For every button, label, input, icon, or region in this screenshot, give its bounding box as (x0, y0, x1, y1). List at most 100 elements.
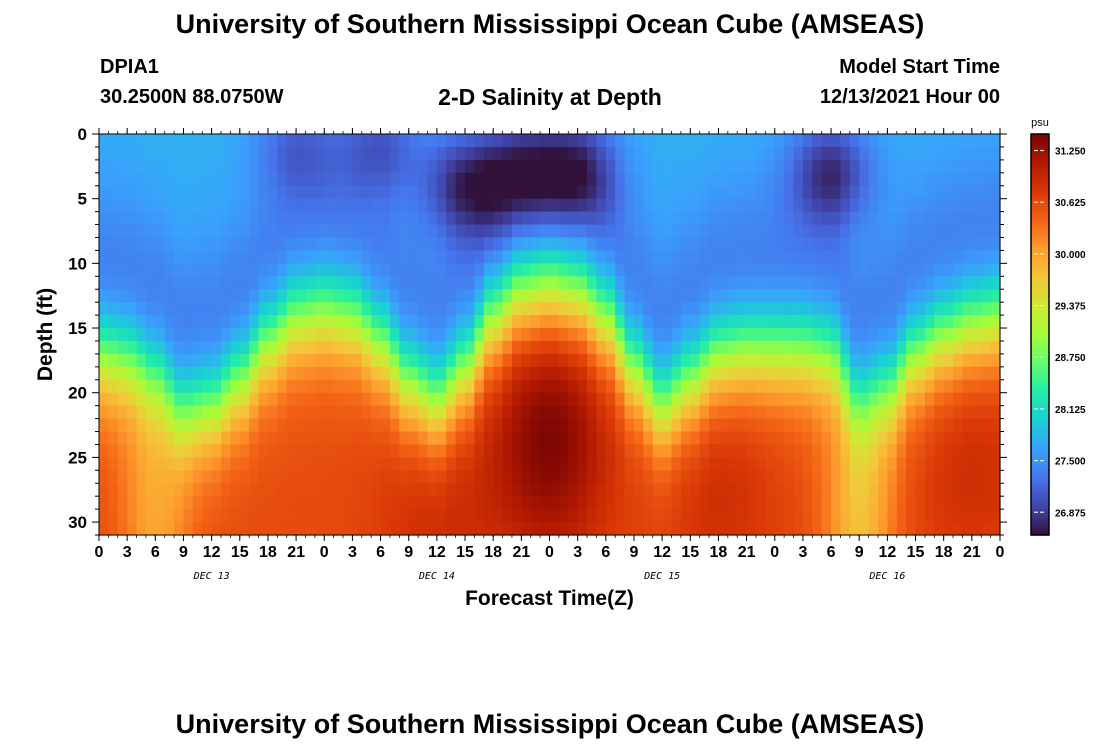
heatmap-cell (718, 353, 729, 368)
heatmap-cell (446, 509, 457, 523)
heatmap-cell (511, 418, 522, 433)
heatmap-cell (821, 353, 832, 368)
heatmap-cell (868, 470, 879, 484)
heatmap-cell (718, 457, 729, 471)
heatmap-cell (755, 302, 766, 316)
heatmap-cell (361, 159, 372, 174)
heatmap-cell (802, 483, 813, 497)
heatmap-cell (615, 159, 626, 174)
heatmap-cell (183, 444, 194, 458)
heatmap-cell (906, 263, 917, 277)
heatmap-cell (568, 366, 579, 381)
heatmap-cell (239, 289, 250, 303)
heatmap-cell (267, 340, 278, 355)
heatmap-cell (887, 146, 898, 161)
heatmap-cell (230, 353, 241, 368)
heatmap-cell (136, 159, 147, 174)
heatmap-cell (680, 328, 691, 342)
heatmap-cell (436, 496, 447, 510)
heatmap-cell (521, 146, 532, 161)
heatmap-cell (765, 134, 776, 148)
heatmap-cell (455, 315, 466, 329)
heatmap-cell (230, 185, 241, 200)
heatmap-cell (774, 134, 785, 148)
heatmap-cell (305, 211, 316, 226)
heatmap-cell (981, 340, 992, 355)
heatmap-cell (915, 289, 926, 303)
heatmap-cell (549, 237, 560, 252)
heatmap-cell (502, 237, 513, 252)
heatmap-cell (493, 379, 504, 394)
heatmap-cell (596, 353, 607, 368)
colorbar-segment (1031, 240, 1049, 245)
heatmap-cell (812, 159, 823, 174)
heatmap-cell (802, 289, 813, 303)
heatmap-cell (296, 353, 307, 368)
heatmap-cell (774, 522, 785, 536)
heatmap-cell (568, 198, 579, 213)
heatmap-cell (164, 509, 175, 523)
heatmap-cell (652, 263, 663, 277)
heatmap-cell (784, 315, 795, 329)
heatmap-cell (680, 366, 691, 381)
heatmap-cell (239, 470, 250, 484)
heatmap-cell (511, 353, 522, 368)
heatmap-cell (211, 379, 222, 394)
heatmap-cell (296, 211, 307, 226)
heatmap-cell (662, 340, 673, 355)
heatmap-cell (221, 198, 231, 213)
heatmap-cell (117, 522, 128, 536)
heatmap-cell (333, 340, 344, 355)
colorbar-segment (1031, 404, 1049, 409)
heatmap-cell (277, 444, 288, 458)
heatmap-cell (784, 211, 795, 226)
heatmap-cell (465, 211, 476, 226)
colorbar-segment (1031, 414, 1049, 419)
heatmap-cell (333, 198, 344, 213)
colorbar-segment (1031, 488, 1049, 493)
heatmap-cell (108, 444, 119, 458)
heatmap-cell (680, 276, 691, 290)
heatmap-cell (192, 315, 203, 329)
heatmap-cell (709, 237, 720, 252)
heatmap-cell (474, 405, 485, 420)
heatmap-cell (624, 224, 635, 239)
heatmap-cell (671, 237, 682, 252)
heatmap-cell (455, 134, 466, 148)
heatmap-cell (99, 315, 109, 329)
heatmap-cell (540, 496, 551, 510)
heatmap-cell (352, 302, 363, 316)
heatmap-cell (202, 172, 213, 187)
heatmap-cell (483, 185, 494, 200)
heatmap-cell (399, 276, 410, 290)
heatmap-cell (680, 263, 691, 277)
heatmap-cell (108, 418, 119, 433)
heatmap-cell (389, 159, 400, 174)
heatmap-cell (924, 134, 935, 148)
heatmap-cell (943, 366, 954, 381)
heatmap-cell (465, 134, 476, 148)
heatmap-cell (99, 328, 109, 342)
heatmap-cell (408, 328, 419, 342)
heatmap-cell (943, 289, 954, 303)
heatmap-cell (934, 522, 945, 536)
heatmap-cell (802, 392, 813, 407)
heatmap-cell (343, 392, 354, 407)
heatmap-cell (577, 444, 588, 458)
heatmap-cell (258, 211, 269, 226)
heatmap-cell (389, 366, 400, 381)
heatmap-cell (296, 146, 307, 161)
heatmap-cell (624, 392, 635, 407)
heatmap-cell (540, 172, 551, 187)
heatmap-cell (99, 431, 109, 446)
y-tick-label: 5 (78, 190, 87, 209)
heatmap-cell (671, 302, 682, 316)
heatmap-cell (418, 315, 429, 329)
heatmap-cell (868, 405, 879, 420)
heatmap-cell (99, 250, 109, 264)
heatmap-cell (934, 509, 945, 523)
heatmap-cell (408, 250, 419, 264)
heatmap-cell (127, 250, 138, 264)
heatmap-cell (399, 444, 410, 458)
colorbar-segment (1031, 421, 1049, 426)
